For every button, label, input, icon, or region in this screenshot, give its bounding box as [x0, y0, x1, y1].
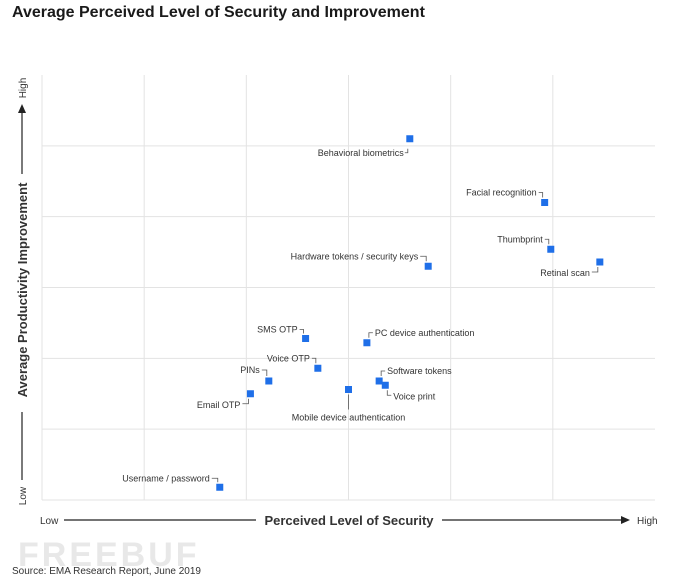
- chart-title: Average Perceived Level of Security and …: [12, 4, 425, 21]
- data-point-label: Software tokens: [387, 366, 452, 376]
- data-point-label: Facial recognition: [466, 188, 537, 198]
- data-point-marker: [381, 381, 389, 389]
- data-point-marker: [265, 377, 273, 385]
- leader-line: [311, 357, 317, 364]
- y-axis-high-label: High: [18, 78, 29, 99]
- data-point-marker: [314, 364, 322, 372]
- leader-line: [211, 477, 219, 483]
- data-point-label: Thumbprint: [497, 234, 543, 244]
- data-point-marker: [216, 483, 224, 491]
- leader-line: [380, 370, 386, 376]
- data-point-marker: [375, 377, 383, 385]
- data-point-label: PC device authentication: [375, 328, 475, 338]
- leader-line: [538, 192, 544, 198]
- data-point-label: Behavioral biometrics: [318, 148, 405, 158]
- leader-line: [420, 255, 427, 262]
- source-note: Source: EMA Research Report, June 2019: [12, 566, 201, 577]
- data-point-label: Mobile device authentication: [292, 413, 406, 423]
- y-axis-title: Average Productivity Improvement: [15, 182, 30, 397]
- data-point-marker: [406, 135, 414, 143]
- leader-line: [261, 369, 268, 376]
- data-point-label: Retinal scan: [540, 268, 590, 278]
- data-point-label: PINs: [240, 365, 260, 375]
- data-point-label: Voice print: [393, 391, 436, 401]
- leader-line: [299, 329, 304, 334]
- data-point-label: Email OTP: [197, 400, 241, 410]
- data-point-marker: [363, 339, 371, 347]
- x-axis-title: Perceived Level of Security: [264, 513, 434, 528]
- data-point-marker: [596, 258, 604, 266]
- data-point-marker: [541, 199, 549, 206]
- leader-line: [368, 332, 373, 338]
- x-axis-low-label: Low: [40, 516, 59, 527]
- data-point-marker: [345, 386, 352, 393]
- data-point-marker: [302, 335, 310, 342]
- leader-line: [242, 398, 249, 405]
- leader-line: [591, 267, 599, 273]
- data-point-label: Hardware tokens / security keys: [291, 251, 419, 261]
- leader-line: [404, 148, 409, 154]
- leader-line: [544, 238, 550, 245]
- data-point-marker: [547, 245, 555, 253]
- y-axis-low-label: Low: [18, 486, 29, 505]
- data-point-label: Username / password: [122, 473, 210, 483]
- x-axis-arrowhead: [621, 516, 630, 524]
- data-point-marker: [424, 262, 432, 270]
- y-axis-arrowhead: [18, 104, 26, 113]
- data-point-label: Voice OTP: [267, 353, 310, 363]
- watermark-logo: FREEBUF: [18, 536, 200, 574]
- data-point-label: SMS OTP: [257, 325, 298, 335]
- x-axis-high-label: High: [637, 516, 658, 527]
- data-point-marker: [246, 390, 254, 398]
- leader-line: [386, 390, 392, 396]
